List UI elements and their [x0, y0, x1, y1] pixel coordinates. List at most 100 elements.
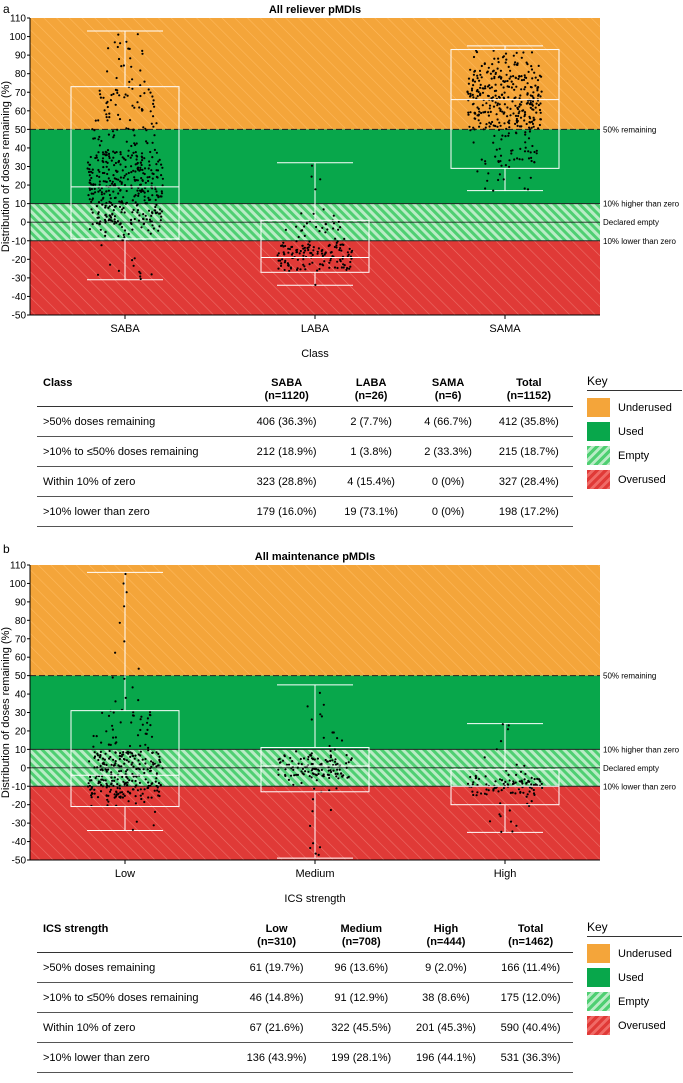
data-point: [129, 156, 132, 159]
data-point: [528, 115, 531, 118]
data-point: [526, 101, 529, 105]
data-point: [98, 756, 101, 759]
data-point: [309, 824, 312, 827]
table-cell: Within 10% of zero: [43, 1021, 136, 1034]
data-point: [98, 180, 101, 183]
data-point: [516, 157, 519, 160]
data-point: [535, 784, 539, 787]
data-point: [92, 745, 95, 748]
data-point: [534, 84, 537, 87]
data-point: [151, 224, 154, 227]
chart-maintenance: All maintenance pMDIs 50% remaining 10% hi…: [0, 551, 680, 905]
data-point: [142, 126, 145, 129]
data-point: [517, 114, 520, 118]
data-point: [139, 754, 142, 757]
data-point: [138, 781, 141, 784]
data-point: [509, 75, 512, 78]
data-point: [508, 165, 511, 169]
data-point: [492, 189, 495, 192]
data-point: [98, 781, 102, 784]
data-point: [279, 259, 282, 262]
table-cell: 2 (33.3%): [424, 445, 472, 458]
data-point: [101, 157, 105, 160]
table-column-header: SAMA (n=6): [431, 377, 465, 402]
data-point: [520, 79, 524, 82]
data-point: [328, 776, 331, 780]
data-point: [95, 735, 98, 738]
data-point: [93, 792, 96, 795]
data-point: [93, 751, 96, 754]
data-point: [105, 215, 108, 218]
data-point: [537, 104, 541, 107]
data-point: [152, 763, 155, 766]
data-point: [149, 784, 152, 787]
data-point: [99, 220, 102, 223]
data-point: [101, 769, 104, 772]
data-point: [498, 103, 501, 106]
data-point: [141, 159, 144, 162]
data-point: [324, 223, 328, 226]
data-point: [155, 122, 158, 125]
data-point: [118, 765, 121, 768]
data-point: [117, 192, 120, 195]
data-point: [123, 677, 126, 680]
box-body: [450, 769, 560, 806]
empty-swatch: [587, 446, 610, 465]
data-point: [295, 251, 298, 254]
data-point: [100, 199, 103, 202]
data-point: [507, 96, 510, 99]
data-point: [107, 47, 110, 50]
data-point: [292, 783, 295, 786]
data-point: [137, 194, 140, 197]
table-reliever: Class SABA (n=1120) LABA (n=26) SAMA (n=6) Tota…: [37, 374, 573, 527]
data-point: [511, 830, 514, 833]
data-point: [327, 773, 330, 777]
y-tick-label: 50: [15, 671, 27, 682]
data-point: [117, 159, 121, 163]
data-point: [151, 751, 154, 754]
table-cell: 215 (18.7%): [498, 445, 559, 458]
data-point: [112, 209, 115, 212]
data-point: [518, 105, 521, 108]
data-point: [116, 45, 119, 49]
data-point: [277, 758, 280, 761]
data-point: [104, 752, 107, 755]
data-point: [148, 710, 152, 714]
data-point: [522, 78, 526, 81]
data-point: [349, 265, 352, 268]
data-point: [312, 249, 315, 252]
data-point: [97, 138, 100, 141]
data-point: [89, 788, 92, 791]
x-axis-title: ICS strength: [284, 893, 345, 905]
data-point: [90, 200, 93, 203]
data-point: [506, 115, 509, 118]
data-point: [121, 775, 124, 778]
table-column-header: LABA (n=26): [354, 377, 388, 402]
data-point: [516, 124, 519, 127]
data-point: [528, 786, 532, 789]
data-point: [101, 203, 104, 206]
y-tick-label: 100: [9, 579, 26, 590]
data-point: [516, 108, 520, 111]
data-point: [113, 41, 116, 44]
data-point: [502, 782, 505, 785]
data-point: [134, 779, 137, 783]
data-point: [302, 757, 306, 760]
data-point: [512, 83, 515, 86]
data-point: [134, 754, 137, 757]
y-tick-label: 70: [15, 634, 27, 645]
legend-item-underused: Underused: [587, 398, 682, 417]
data-point: [348, 247, 351, 250]
data-point: [536, 777, 539, 780]
data-point: [469, 129, 472, 132]
data-point: [321, 252, 324, 255]
data-point: [313, 758, 316, 761]
data-point: [499, 802, 502, 805]
data-point: [148, 164, 151, 167]
panel-letter: a: [3, 2, 10, 16]
data-point: [350, 257, 353, 260]
data-point: [350, 757, 353, 760]
data-point: [329, 754, 332, 757]
table-cell: 136 (43.9%): [246, 1051, 307, 1064]
data-point: [302, 258, 305, 261]
